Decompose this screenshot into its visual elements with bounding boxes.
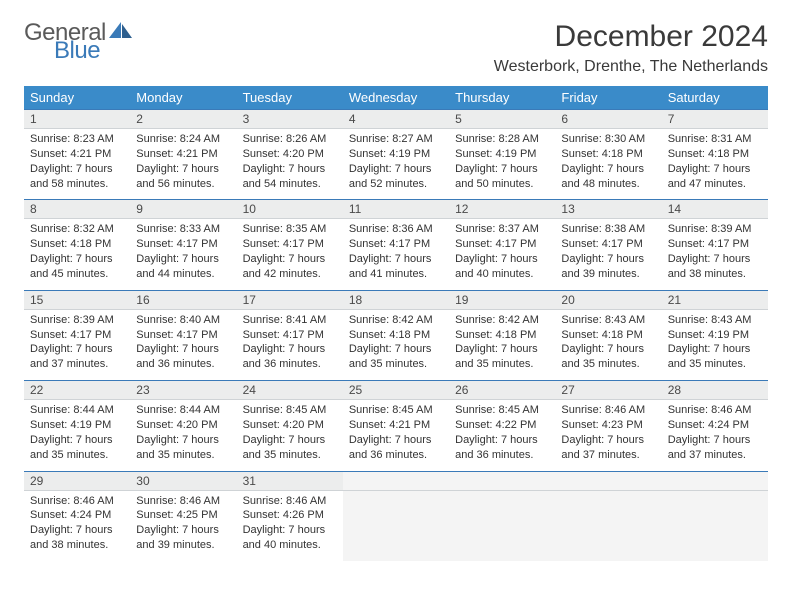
day-number-cell: 20 (555, 290, 661, 309)
weekday-header: Saturday (662, 86, 768, 110)
day-detail-cell: Sunrise: 8:38 AMSunset: 4:17 PMDaylight:… (555, 219, 661, 290)
day-number-cell: 3 (237, 110, 343, 129)
day-detail-row: Sunrise: 8:46 AMSunset: 4:24 PMDaylight:… (24, 490, 768, 561)
day-detail-cell: Sunrise: 8:43 AMSunset: 4:19 PMDaylight:… (662, 309, 768, 380)
day-detail-cell: Sunrise: 8:46 AMSunset: 4:25 PMDaylight:… (130, 490, 236, 561)
day-number-cell: 23 (130, 381, 236, 400)
day-number-cell: 4 (343, 110, 449, 129)
day-number-cell: 10 (237, 200, 343, 219)
day-number-cell: 24 (237, 381, 343, 400)
day-number-cell: 8 (24, 200, 130, 219)
day-detail-cell: Sunrise: 8:39 AMSunset: 4:17 PMDaylight:… (662, 219, 768, 290)
day-detail-cell: Sunrise: 8:45 AMSunset: 4:20 PMDaylight:… (237, 400, 343, 471)
day-number-cell: 21 (662, 290, 768, 309)
day-detail-cell: Sunrise: 8:45 AMSunset: 4:22 PMDaylight:… (449, 400, 555, 471)
day-number-cell: 1 (24, 110, 130, 129)
day-number-row: 15161718192021 (24, 290, 768, 309)
day-detail-cell: Sunrise: 8:26 AMSunset: 4:20 PMDaylight:… (237, 129, 343, 200)
day-number-cell (343, 471, 449, 490)
day-detail-cell (662, 490, 768, 561)
day-detail-cell: Sunrise: 8:32 AMSunset: 4:18 PMDaylight:… (24, 219, 130, 290)
day-number-cell: 28 (662, 381, 768, 400)
day-detail-cell: Sunrise: 8:46 AMSunset: 4:24 PMDaylight:… (662, 400, 768, 471)
day-detail-cell: Sunrise: 8:46 AMSunset: 4:23 PMDaylight:… (555, 400, 661, 471)
day-number-cell: 18 (343, 290, 449, 309)
day-detail-cell: Sunrise: 8:30 AMSunset: 4:18 PMDaylight:… (555, 129, 661, 200)
day-number-cell: 15 (24, 290, 130, 309)
day-detail-cell: Sunrise: 8:23 AMSunset: 4:21 PMDaylight:… (24, 129, 130, 200)
day-number-cell: 13 (555, 200, 661, 219)
day-detail-cell: Sunrise: 8:33 AMSunset: 4:17 PMDaylight:… (130, 219, 236, 290)
day-number-cell: 12 (449, 200, 555, 219)
weekday-header-row: SundayMondayTuesdayWednesdayThursdayFrid… (24, 86, 768, 110)
day-detail-cell: Sunrise: 8:36 AMSunset: 4:17 PMDaylight:… (343, 219, 449, 290)
day-number-cell: 22 (24, 381, 130, 400)
weekday-header: Monday (130, 86, 236, 110)
day-detail-cell: Sunrise: 8:44 AMSunset: 4:20 PMDaylight:… (130, 400, 236, 471)
title-block: December 2024 Westerbork, Drenthe, The N… (494, 20, 768, 76)
day-detail-row: Sunrise: 8:39 AMSunset: 4:17 PMDaylight:… (24, 309, 768, 380)
day-number-cell: 19 (449, 290, 555, 309)
location-text: Westerbork, Drenthe, The Netherlands (494, 58, 768, 76)
day-number-cell: 31 (237, 471, 343, 490)
day-detail-cell (555, 490, 661, 561)
day-detail-cell: Sunrise: 8:24 AMSunset: 4:21 PMDaylight:… (130, 129, 236, 200)
day-detail-cell: Sunrise: 8:42 AMSunset: 4:18 PMDaylight:… (449, 309, 555, 380)
day-number-cell: 29 (24, 471, 130, 490)
day-number-cell: 5 (449, 110, 555, 129)
calendar-body: 1234567Sunrise: 8:23 AMSunset: 4:21 PMDa… (24, 110, 768, 561)
month-title: December 2024 (494, 20, 768, 54)
day-detail-cell: Sunrise: 8:28 AMSunset: 4:19 PMDaylight:… (449, 129, 555, 200)
day-number-cell: 30 (130, 471, 236, 490)
day-detail-cell (449, 490, 555, 561)
day-number-cell: 2 (130, 110, 236, 129)
day-detail-cell: Sunrise: 8:27 AMSunset: 4:19 PMDaylight:… (343, 129, 449, 200)
day-detail-cell (343, 490, 449, 561)
day-detail-cell: Sunrise: 8:45 AMSunset: 4:21 PMDaylight:… (343, 400, 449, 471)
weekday-header: Wednesday (343, 86, 449, 110)
day-number-cell (449, 471, 555, 490)
day-number-row: 891011121314 (24, 200, 768, 219)
day-number-cell (662, 471, 768, 490)
day-detail-row: Sunrise: 8:32 AMSunset: 4:18 PMDaylight:… (24, 219, 768, 290)
day-detail-cell: Sunrise: 8:37 AMSunset: 4:17 PMDaylight:… (449, 219, 555, 290)
day-detail-cell: Sunrise: 8:44 AMSunset: 4:19 PMDaylight:… (24, 400, 130, 471)
weekday-header: Tuesday (237, 86, 343, 110)
calendar-table: SundayMondayTuesdayWednesdayThursdayFrid… (24, 86, 768, 561)
weekday-header: Friday (555, 86, 661, 110)
day-number-cell: 6 (555, 110, 661, 129)
day-number-row: 22232425262728 (24, 381, 768, 400)
logo: General Blue (24, 20, 134, 63)
day-number-row: 1234567 (24, 110, 768, 129)
day-detail-row: Sunrise: 8:44 AMSunset: 4:19 PMDaylight:… (24, 400, 768, 471)
day-detail-cell: Sunrise: 8:41 AMSunset: 4:17 PMDaylight:… (237, 309, 343, 380)
day-number-cell: 7 (662, 110, 768, 129)
day-detail-cell: Sunrise: 8:40 AMSunset: 4:17 PMDaylight:… (130, 309, 236, 380)
logo-text-blue: Blue (54, 39, 134, 63)
weekday-header: Thursday (449, 86, 555, 110)
header: General Blue December 2024 Westerbork, D… (24, 20, 768, 76)
day-detail-cell: Sunrise: 8:42 AMSunset: 4:18 PMDaylight:… (343, 309, 449, 380)
day-detail-row: Sunrise: 8:23 AMSunset: 4:21 PMDaylight:… (24, 129, 768, 200)
day-detail-cell: Sunrise: 8:31 AMSunset: 4:18 PMDaylight:… (662, 129, 768, 200)
day-number-cell (555, 471, 661, 490)
day-number-cell: 11 (343, 200, 449, 219)
day-number-cell: 26 (449, 381, 555, 400)
day-detail-cell: Sunrise: 8:39 AMSunset: 4:17 PMDaylight:… (24, 309, 130, 380)
day-number-cell: 17 (237, 290, 343, 309)
day-number-cell: 16 (130, 290, 236, 309)
day-number-row: 293031 (24, 471, 768, 490)
day-detail-cell: Sunrise: 8:35 AMSunset: 4:17 PMDaylight:… (237, 219, 343, 290)
day-detail-cell: Sunrise: 8:46 AMSunset: 4:24 PMDaylight:… (24, 490, 130, 561)
day-number-cell: 27 (555, 381, 661, 400)
day-number-cell: 14 (662, 200, 768, 219)
day-detail-cell: Sunrise: 8:43 AMSunset: 4:18 PMDaylight:… (555, 309, 661, 380)
weekday-header: Sunday (24, 86, 130, 110)
day-number-cell: 25 (343, 381, 449, 400)
day-detail-cell: Sunrise: 8:46 AMSunset: 4:26 PMDaylight:… (237, 490, 343, 561)
day-number-cell: 9 (130, 200, 236, 219)
